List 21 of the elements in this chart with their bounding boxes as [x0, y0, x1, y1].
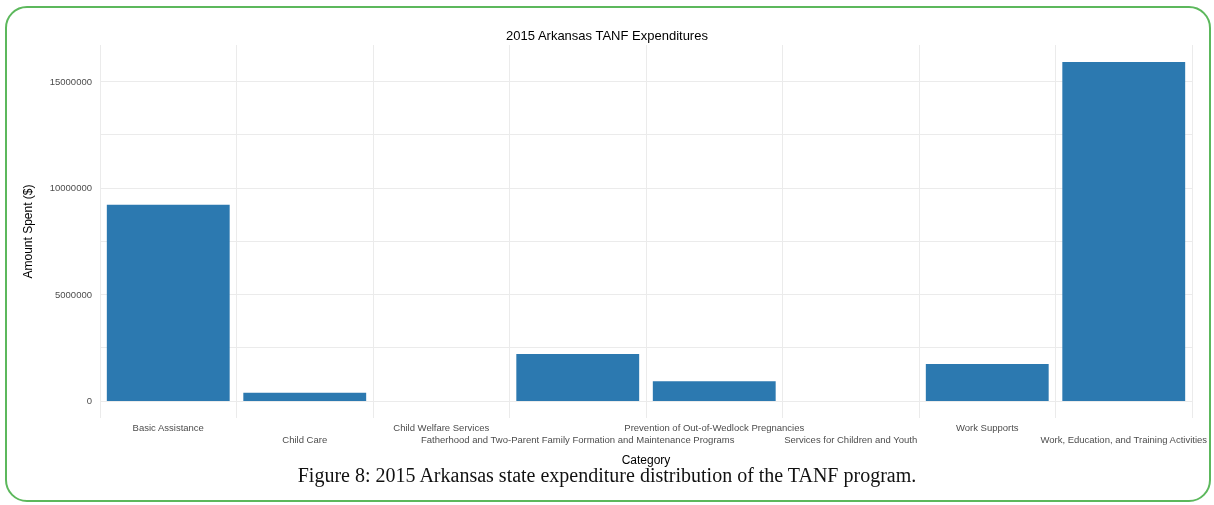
- x-tick-label: Fatherhood and Two-Parent Family Formation and Maintenance Programs: [421, 433, 735, 445]
- x-tick-label: Basic Assistance: [132, 421, 204, 433]
- x-tick-label: Work Supports: [955, 421, 1019, 433]
- y-tick-label: 0: [86, 395, 92, 407]
- y-axis-title: Amount Spent ($): [21, 184, 35, 279]
- x-tick-label: Work, Education, and Training Activities: [1040, 433, 1208, 445]
- y-tick-label: 5000000: [55, 288, 92, 300]
- bar: [106, 204, 230, 401]
- bar: [1062, 62, 1186, 401]
- x-tick-label: Child Welfare Services: [393, 421, 490, 433]
- bar: [652, 381, 776, 401]
- bar: [925, 364, 1049, 401]
- x-tick-label: Child Care: [282, 433, 328, 445]
- y-tick-label: 15000000: [49, 75, 92, 87]
- x-tick-label: Prevention of Out-of-Wedlock Pregnancies: [624, 421, 805, 433]
- x-tick-label: Services for Children and Youth: [784, 433, 918, 445]
- x-axis-title: Category: [621, 453, 671, 467]
- y-tick-label: 10000000: [49, 182, 92, 194]
- bar: [516, 354, 640, 401]
- bar: [243, 392, 367, 401]
- chart-title: 2015 Arkansas TANF Expenditures: [506, 28, 709, 43]
